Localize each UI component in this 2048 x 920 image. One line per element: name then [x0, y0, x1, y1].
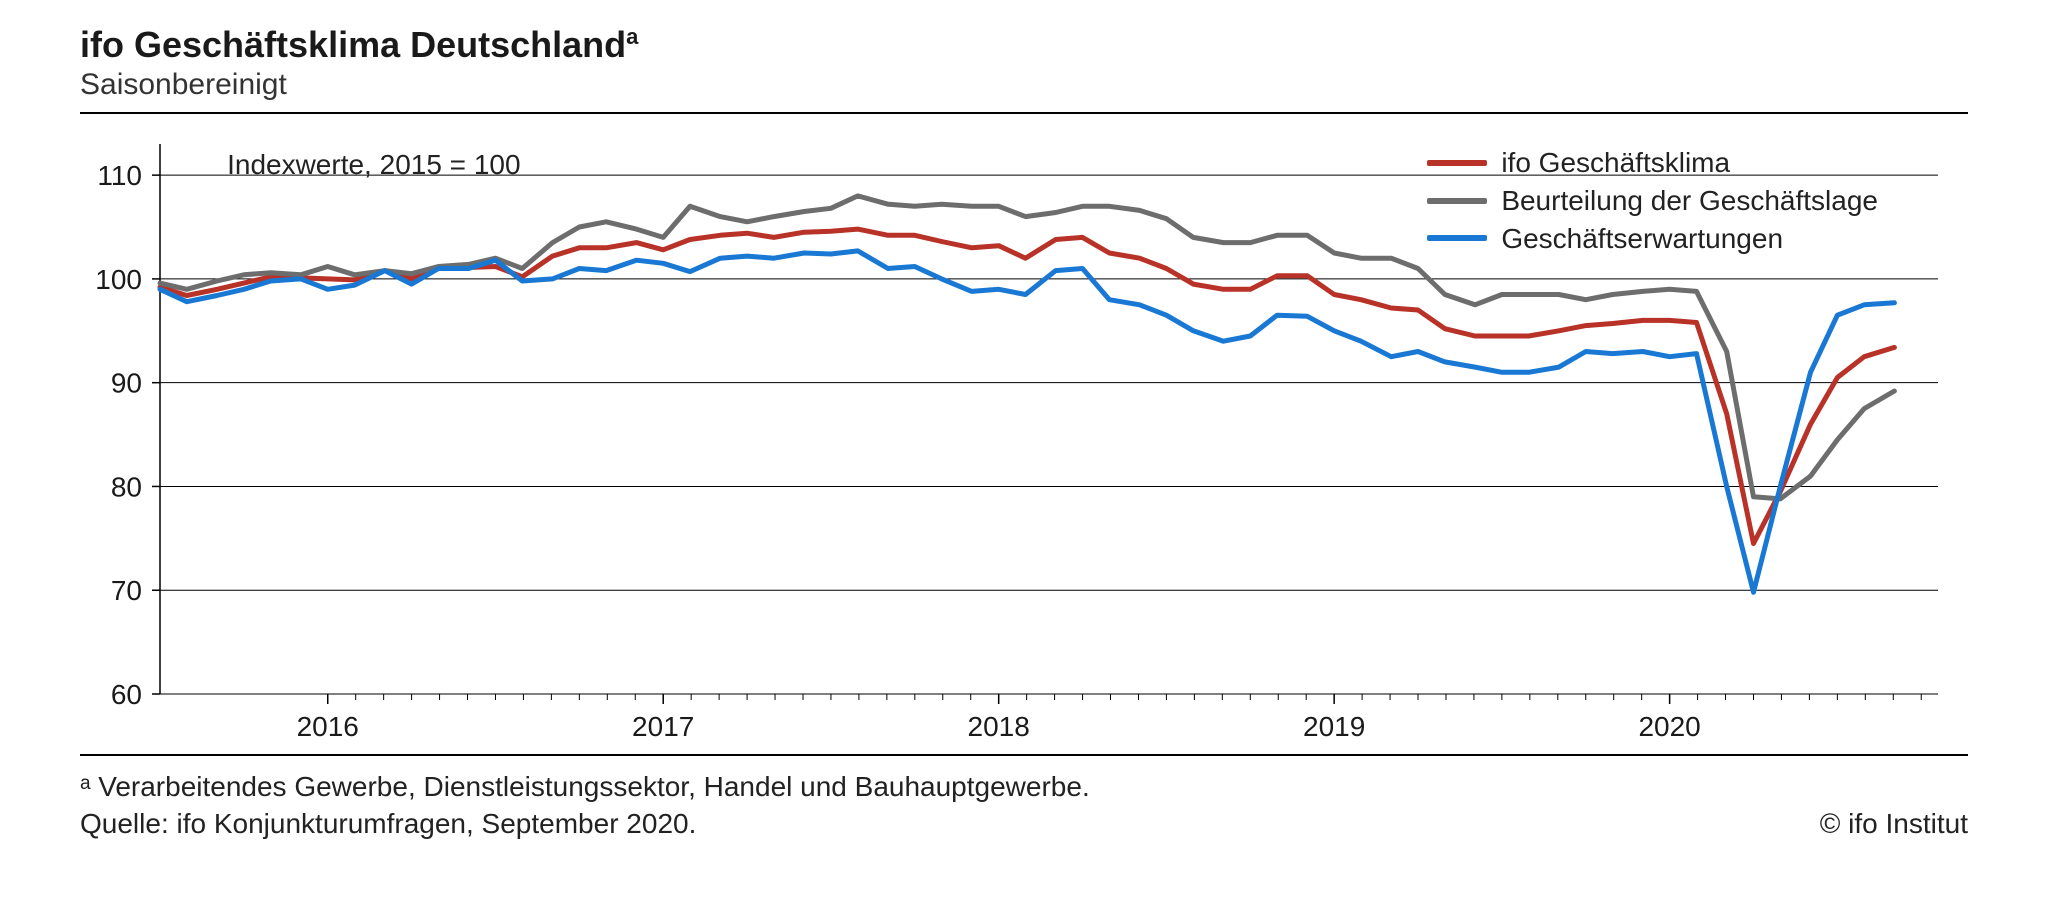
chart-title: ifo Geschäftsklima Deutschlanda — [80, 24, 1968, 66]
svg-text:60: 60 — [111, 679, 142, 710]
chart-title-sup: a — [626, 24, 638, 49]
index-note: Indexwerte, 2015 = 100 — [227, 149, 520, 181]
chart-area: 60 70 80 90 100 110 2016 2017 2018 2019 2020 Index… — [80, 114, 1968, 754]
legend-label: ifo Geschäftsklima — [1501, 144, 1730, 182]
chart-title-text: ifo Geschäftsklima Deutschland — [80, 24, 626, 65]
legend-swatch — [1427, 198, 1487, 204]
legend: ifo GeschäftsklimaBeurteilung der Geschä… — [1427, 144, 1878, 257]
svg-text:2017: 2017 — [632, 711, 694, 742]
svg-text:80: 80 — [111, 471, 142, 502]
copyright-text: © ifo Institut — [1820, 808, 1968, 840]
legend-swatch — [1427, 160, 1487, 166]
legend-swatch — [1427, 235, 1487, 241]
legend-item: ifo Geschäftsklima — [1427, 144, 1878, 182]
legend-label: Geschäftserwartungen — [1501, 220, 1783, 258]
bottom-rule — [80, 754, 1968, 756]
svg-text:100: 100 — [95, 264, 142, 295]
svg-text:2018: 2018 — [968, 711, 1030, 742]
chart-subtitle: Saisonbereinigt — [80, 68, 1968, 102]
svg-text:110: 110 — [97, 160, 142, 191]
svg-text:2016: 2016 — [297, 711, 359, 742]
svg-text:2020: 2020 — [1638, 711, 1700, 742]
svg-text:90: 90 — [111, 368, 142, 399]
source-text: Quelle: ifo Konjunkturumfragen, Septembe… — [80, 808, 696, 840]
legend-label: Beurteilung der Geschäftslage — [1501, 182, 1878, 220]
legend-item: Geschäftserwartungen — [1427, 220, 1878, 258]
legend-item: Beurteilung der Geschäftslage — [1427, 182, 1878, 220]
svg-text:70: 70 — [111, 575, 142, 606]
svg-text:2019: 2019 — [1303, 711, 1365, 742]
footnote: ᵃ Verarbeitendes Gewerbe, Dienstleistung… — [80, 768, 1968, 806]
